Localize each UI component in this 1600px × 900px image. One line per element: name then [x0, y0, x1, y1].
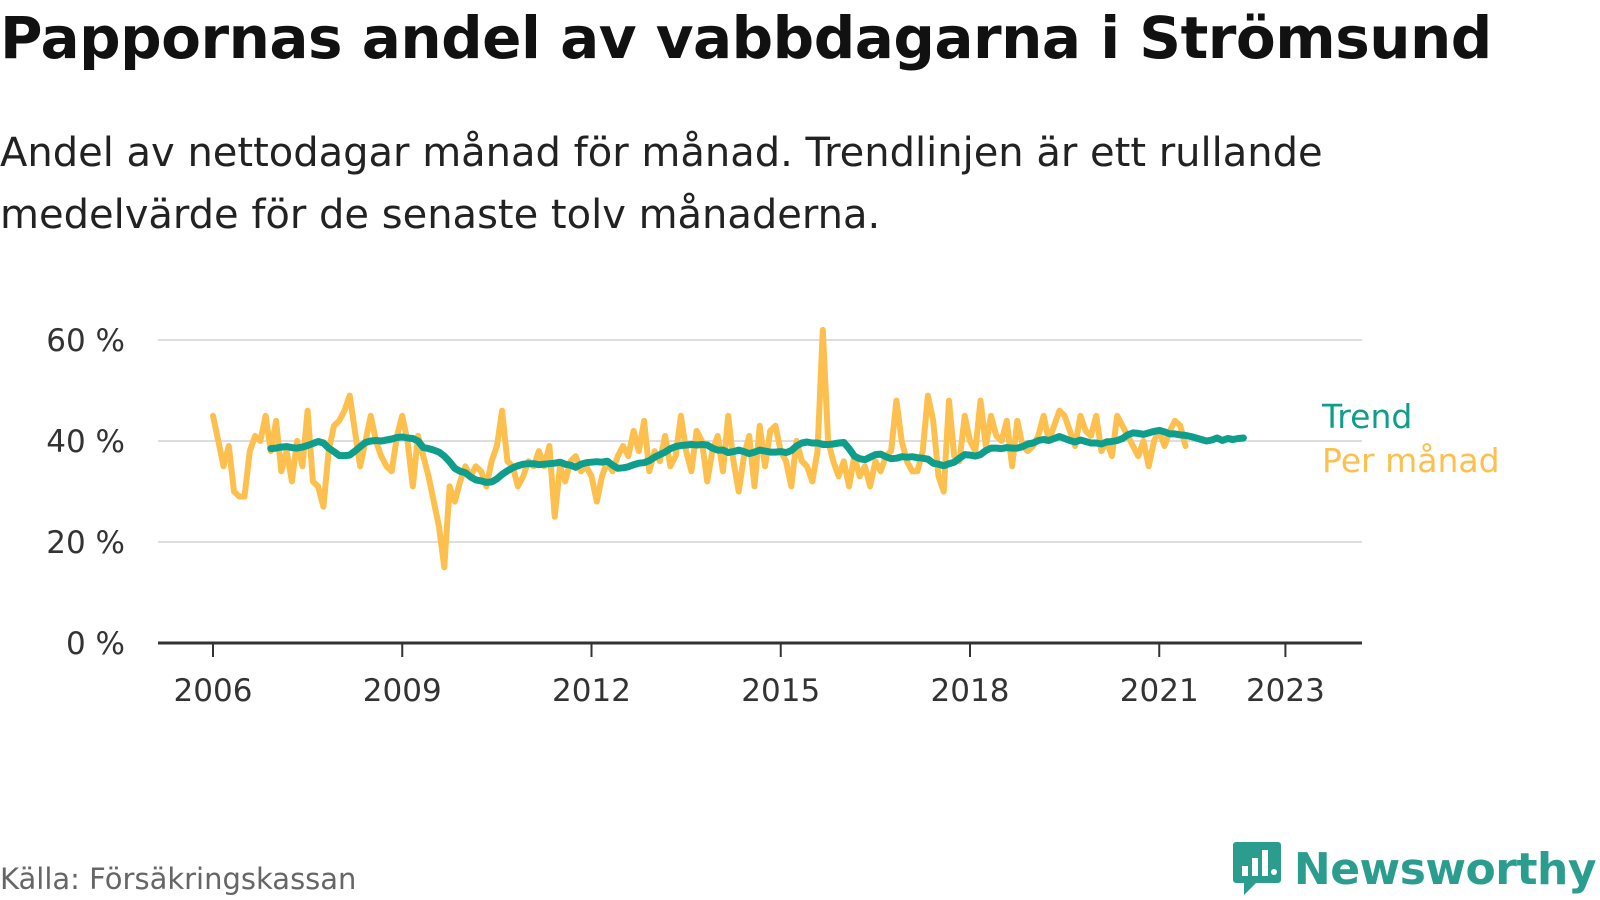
legend-monthly-label: Per månad: [1322, 441, 1500, 480]
x-tick-label: 2023: [1246, 673, 1325, 709]
x-tick-label: 2006: [174, 673, 253, 709]
chart-subtitle: Andel av nettodagar månad för månad. Tre…: [0, 130, 1323, 238]
x-tick-label: 2012: [552, 673, 631, 709]
x-tick-label: 2015: [741, 673, 820, 709]
newsworthy-logo-icon: [1232, 842, 1281, 895]
x-tick-label: 2009: [363, 673, 442, 709]
line-chart: 0 % 20 % 40 % 60 % 2006 2009 2012 2015 2018 2021…: [46, 323, 1500, 709]
series-trend-line: [267, 426, 1247, 486]
x-tick-label: 2018: [931, 673, 1010, 709]
y-tick-label: 20 %: [46, 525, 125, 561]
series-lines: [210, 326, 1247, 571]
y-axis-ticks: 0 % 20 % 40 % 60 %: [46, 323, 125, 662]
y-tick-label: 60 %: [46, 323, 125, 359]
y-tick-label: 40 %: [46, 424, 125, 460]
legend: Trend Per månad: [1321, 397, 1500, 480]
x-tick-label: 2021: [1120, 673, 1199, 709]
source-note: Källa: Försäkringskassan: [0, 862, 357, 896]
grid-lines: [158, 339, 1362, 645]
chart-title: Pappornas andel av vabbdagarna i Strömsu…: [0, 4, 1492, 72]
legend-trend-label: Trend: [1321, 397, 1412, 436]
y-tick-label: 0 %: [66, 626, 125, 662]
newsworthy-brand-name: Newsworthy: [1293, 843, 1597, 895]
x-axis-ticks: 2006 2009 2012 2015 2018 2021 2023: [174, 643, 1325, 709]
newsworthy-logo: Newsworthy: [1232, 840, 1597, 898]
